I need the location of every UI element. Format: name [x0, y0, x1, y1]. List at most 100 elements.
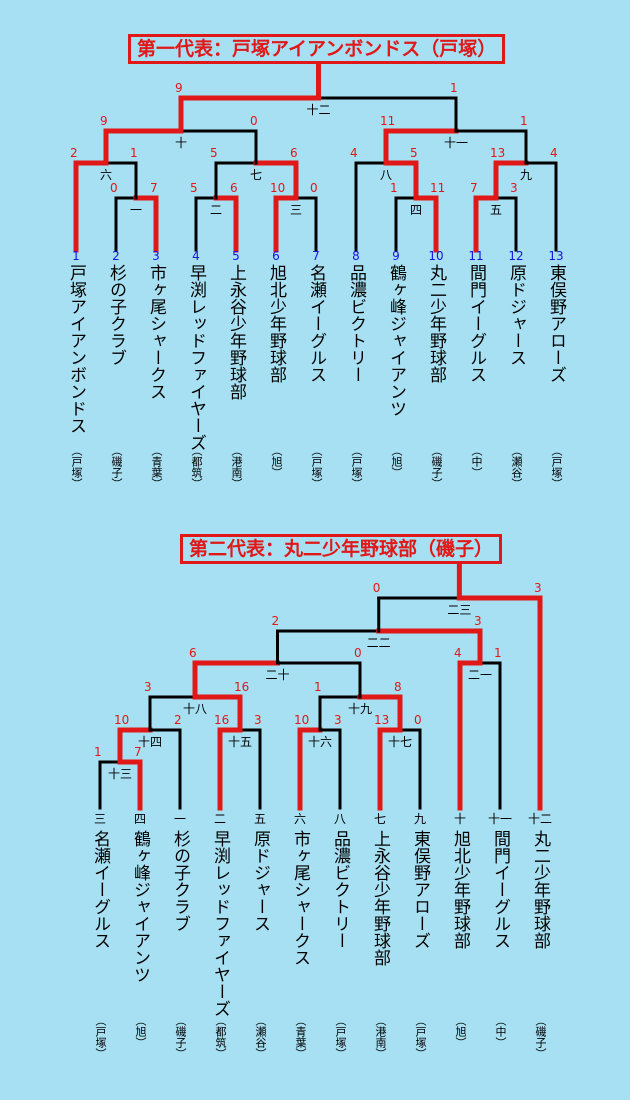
score-left: 10 — [294, 713, 310, 727]
score-left: 0 — [372, 581, 381, 595]
team-seed: 13 — [548, 249, 564, 263]
score-left: 10 — [114, 713, 130, 727]
score-right: 7 — [134, 745, 142, 759]
score-left: 1 — [94, 745, 102, 759]
team-name: 旭北少年野球部 — [266, 264, 286, 383]
game-label: 十一 — [443, 136, 468, 150]
team-area: （瀬谷） — [510, 445, 523, 489]
score-right: 1 — [450, 81, 458, 95]
game-label: 十三 — [107, 767, 132, 781]
team-name: 杉の子クラブ — [106, 264, 126, 366]
score-left: 7 — [470, 181, 478, 195]
team-slot: 七 — [373, 812, 386, 826]
team-seed: 4 — [192, 249, 200, 263]
game-label: 二十 — [265, 668, 290, 682]
team-name: 上永谷少年野球部 — [226, 264, 246, 400]
team-area: （戸塚） — [310, 445, 323, 489]
score-right: 5 — [410, 146, 418, 160]
team-name: 早渕レッドファイヤーズ — [186, 264, 206, 451]
score-right: 3 — [334, 713, 342, 727]
team-area: （磯子） — [534, 1015, 547, 1059]
score-left: 13 — [374, 713, 390, 727]
score-right: 16 — [234, 680, 250, 694]
score-right: 1 — [494, 646, 502, 660]
team-name: 市ヶ尾シャークス — [146, 264, 166, 400]
team-name: 丸二少年野球部 — [530, 830, 550, 949]
game-label: 十二 — [306, 103, 331, 117]
team-slot: 六 — [293, 812, 306, 826]
score-right: 3 — [510, 181, 518, 195]
team-area: （旭） — [454, 1015, 467, 1048]
game-label: 二一 — [467, 668, 492, 682]
score-left: 2 — [271, 614, 280, 628]
score-left: 13 — [490, 146, 506, 160]
score-right: 3 — [534, 581, 542, 595]
team-area: （青葉） — [150, 445, 163, 489]
team-name: 東俣野アローズ — [546, 264, 566, 383]
game-label: 二二 — [366, 636, 391, 650]
team-seed: 2 — [112, 249, 120, 263]
team-seed: 6 — [272, 249, 280, 263]
team-name: 原ドジャース — [250, 830, 270, 932]
team-area: （戸塚） — [94, 1015, 107, 1059]
score-right: 11 — [430, 181, 446, 195]
team-seed: 1 — [72, 249, 80, 263]
team-name: 早渕レッドファイヤーズ — [210, 830, 230, 1017]
team-name: 鶴ヶ峰ジャイアンツ — [386, 264, 406, 417]
team-seed: 9 — [392, 249, 400, 263]
bracket1-title: 第一代表：戸塚アイアンボンドス（戸塚） — [128, 34, 506, 64]
team-seed: 7 — [312, 249, 320, 263]
team-area: （旭） — [134, 1015, 147, 1048]
team-name: 東俣野アローズ — [410, 830, 430, 949]
team-slot: 八 — [333, 812, 346, 826]
game-label: 二三 — [447, 603, 472, 617]
score-left: 16 — [214, 713, 230, 727]
team-seed: 5 — [232, 249, 240, 263]
team-area: （旭） — [270, 445, 283, 478]
game-label: 二 — [209, 203, 222, 217]
team-seed: 11 — [468, 249, 484, 263]
score-left: 0 — [110, 181, 118, 195]
team-area: （青葉） — [294, 1015, 307, 1059]
team-area: （中） — [470, 445, 483, 478]
score-right: 2 — [174, 713, 182, 727]
score-right: 7 — [150, 181, 158, 195]
score-right: 0 — [414, 713, 422, 727]
team-name: 市ヶ尾シャークス — [290, 830, 310, 966]
team-area: （港南） — [374, 1015, 387, 1059]
team-seed: 12 — [508, 249, 524, 263]
team-name: 杉の子クラブ — [170, 830, 190, 932]
game-label: 七 — [249, 168, 262, 182]
team-slot: 一 — [173, 812, 186, 826]
score-right: 0 — [354, 646, 362, 660]
score-left: 1 — [314, 680, 322, 694]
score-left: 5 — [210, 146, 218, 160]
score-right: 3 — [474, 614, 482, 628]
team-slot: 十一 — [488, 812, 513, 826]
game-label: 一 — [129, 203, 142, 217]
team-name: 名瀬イーグルス — [306, 264, 326, 383]
team-slot: 三 — [93, 812, 106, 826]
game-label: 三 — [289, 203, 302, 217]
score-left: 4 — [350, 146, 358, 160]
game-label: 十 — [174, 136, 187, 150]
score-left: 5 — [190, 181, 198, 195]
game-label: 十五 — [227, 735, 252, 749]
team-area: （都筑） — [214, 1015, 227, 1059]
team-seed: 10 — [428, 249, 444, 263]
score-left: 9 — [175, 81, 183, 95]
score-right: 8 — [394, 680, 402, 694]
team-slot: 五 — [253, 812, 266, 826]
team-name: 原ドジャース — [506, 264, 526, 366]
team-name: 名瀬イーグルス — [90, 830, 110, 949]
team-name: 旭北少年野球部 — [450, 830, 470, 949]
team-slot: 二 — [213, 812, 226, 826]
team-name: 戸塚アイアンボンドス — [66, 264, 86, 434]
game-label: 四 — [409, 203, 422, 217]
bracket2-title: 第二代表：丸二少年野球部（磯子） — [180, 534, 503, 564]
game-label: 十八 — [182, 702, 207, 716]
team-area: （中） — [494, 1015, 507, 1048]
team-seed: 3 — [152, 249, 160, 263]
team-area: （磯子） — [174, 1015, 187, 1059]
team-area: （戸塚） — [334, 1015, 347, 1059]
